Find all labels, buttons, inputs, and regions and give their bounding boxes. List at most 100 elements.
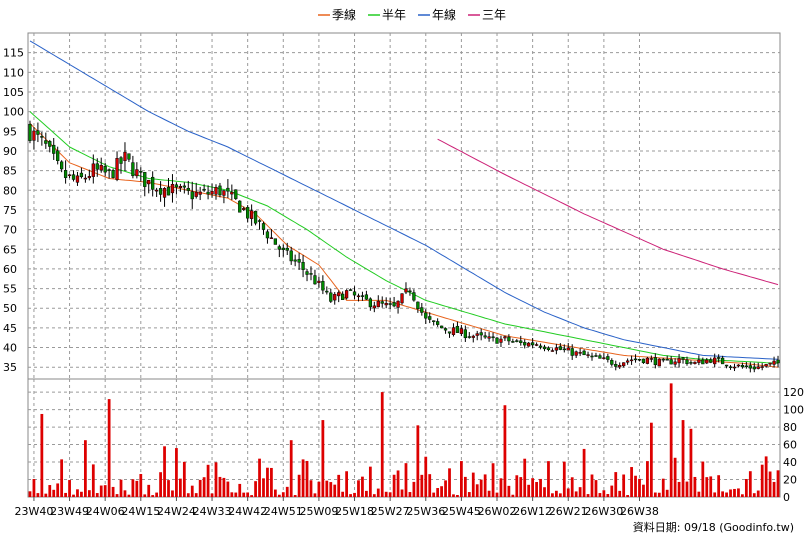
volume-bar <box>301 459 305 497</box>
candle <box>91 154 95 184</box>
volume-bar <box>416 425 420 497</box>
candle <box>495 336 499 344</box>
volume-bar <box>657 492 661 497</box>
volume-bar <box>103 485 107 497</box>
price-y-axis: 35 40 45 50 55 60 65 70 75 80 85 90 95 100 105 110 115 <box>3 47 24 375</box>
candle <box>52 137 56 160</box>
volume-bar <box>768 471 772 497</box>
price-tick-label: 90 <box>3 145 17 158</box>
candle <box>95 158 99 177</box>
x-tick-label: 24W06 <box>86 505 125 518</box>
volume-bar <box>317 481 321 497</box>
candle <box>154 187 159 197</box>
candle-body <box>194 191 198 197</box>
volume-bar <box>325 480 329 497</box>
candle-body <box>744 365 748 368</box>
volume-bar <box>558 493 562 497</box>
candle <box>269 229 274 239</box>
candle-body <box>289 250 293 262</box>
candle-body <box>451 327 456 335</box>
candle-body <box>693 361 697 364</box>
volume-bar <box>48 485 52 497</box>
candle <box>404 282 408 295</box>
candle-body <box>119 157 123 164</box>
candle-body <box>273 238 278 245</box>
candle <box>649 355 654 363</box>
candle-body <box>760 366 764 368</box>
candle <box>253 210 258 226</box>
candle-body <box>392 302 396 307</box>
candle <box>408 287 412 296</box>
candle <box>554 343 559 355</box>
ma-halfyear-line <box>29 111 779 364</box>
candle-body <box>681 357 685 360</box>
candle-body <box>740 364 745 368</box>
volume-bar <box>60 459 64 497</box>
candle-body <box>439 325 444 329</box>
candle-body <box>562 348 566 351</box>
volume-bar <box>622 474 626 497</box>
candle-body <box>285 247 289 251</box>
candle-body <box>198 191 202 195</box>
candle <box>633 354 638 363</box>
x-tick-label: 26W02 <box>478 505 517 518</box>
candle <box>297 252 301 270</box>
candle-body <box>507 336 511 342</box>
candle <box>329 288 333 303</box>
volume-bar <box>175 448 178 497</box>
candle-body <box>463 329 467 339</box>
volume-bar <box>135 480 139 497</box>
candle <box>162 187 167 207</box>
candle-body <box>633 358 638 361</box>
x-axis: 23W4023W4924W0624W1524W2424W3324W4224W51… <box>14 497 659 518</box>
candle-body <box>641 358 646 364</box>
candle <box>273 238 278 245</box>
volume-bar <box>614 472 618 497</box>
candle <box>665 355 669 361</box>
candle <box>277 244 281 258</box>
candle <box>317 276 321 288</box>
volume-tick-label: 0 <box>783 491 790 504</box>
candle-body <box>538 345 543 348</box>
candle <box>40 131 44 146</box>
volume-bar <box>250 495 254 497</box>
candle-body <box>669 359 673 365</box>
volume-bar <box>380 392 384 497</box>
candle-body <box>416 301 420 310</box>
candle-body <box>249 210 254 219</box>
candle <box>629 355 634 365</box>
volume-bar <box>460 461 463 497</box>
volume-tick-label: 20 <box>783 474 797 487</box>
candle <box>479 328 483 341</box>
volume-bar <box>412 481 416 497</box>
candle-body <box>523 342 527 346</box>
volume-bar <box>404 463 408 497</box>
candle <box>709 357 713 364</box>
volume-bar <box>669 383 673 497</box>
candle <box>352 286 357 300</box>
candle-body <box>329 292 333 302</box>
candle <box>732 363 737 372</box>
candle <box>610 358 614 367</box>
volume-bar <box>677 481 681 497</box>
legend-label-halfyear: 半年 <box>382 8 406 22</box>
candle <box>56 146 60 165</box>
candle <box>99 157 103 173</box>
price-tick-label: 105 <box>3 86 24 99</box>
candle <box>772 356 776 368</box>
candle <box>28 120 32 144</box>
candle-body <box>499 338 503 343</box>
candle <box>768 362 772 367</box>
x-tick-label: 25W27 <box>371 505 410 518</box>
volume-grid <box>28 379 780 497</box>
price-tick-label: 115 <box>3 47 24 60</box>
candle <box>222 189 226 204</box>
candle-body <box>36 130 40 135</box>
candle-body <box>550 350 555 352</box>
candle <box>190 181 194 209</box>
volume-y-axis: 0 20 40 60 80 100 120 <box>783 386 804 504</box>
candle <box>238 200 242 213</box>
candle <box>139 167 143 182</box>
volume-bar <box>760 464 764 497</box>
candle-body <box>503 336 507 339</box>
